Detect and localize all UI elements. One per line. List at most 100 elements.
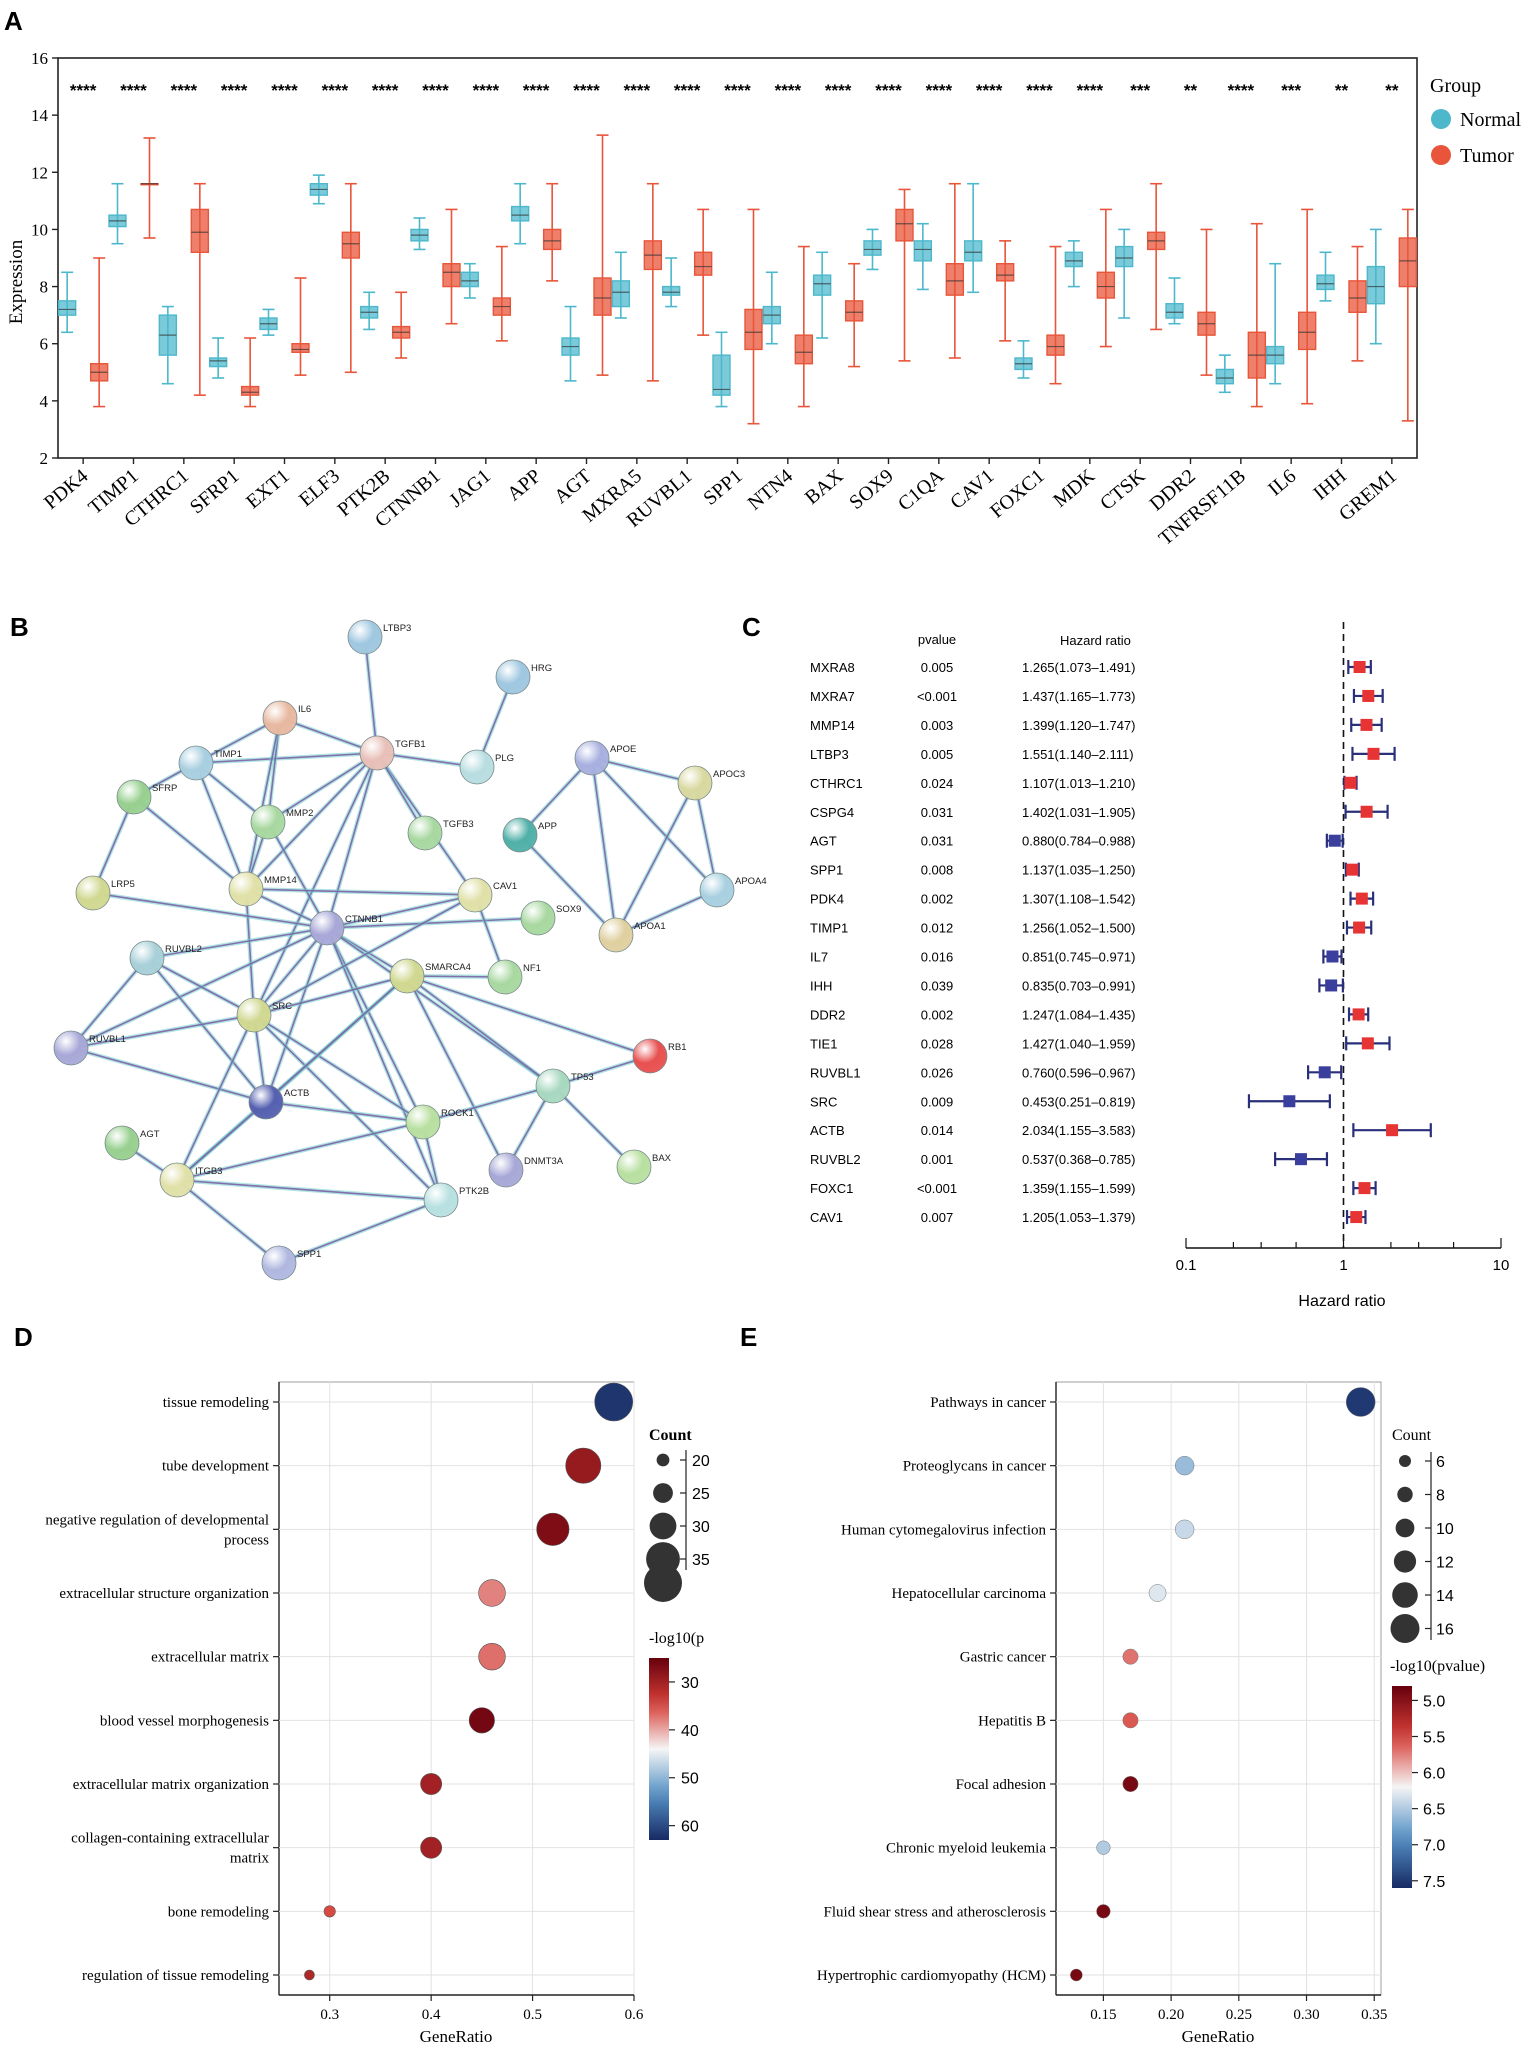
forest-pvalue-FOXC1: <0.001 <box>917 1181 957 1196</box>
forest-gene-TIE1: TIE1 <box>810 1036 837 1051</box>
ppi-edge-SRC-SMARCA4 <box>253 975 408 1016</box>
tumor-APP-box <box>542 228 562 251</box>
normal-TNFRSF11B-box <box>1215 368 1235 385</box>
kegg-x-tick-label: 0.15 <box>1090 2007 1116 2023</box>
boxplot-panel: Expression Group Normal Tumor 2 4 6 8 10 12 14… <box>6 49 1522 550</box>
go-dot-9 <box>304 1969 315 1981</box>
forest-hr-text-MXRA8: 1.265(1.073–1.491) <box>1022 660 1135 675</box>
forest-hr-text-MMP14: 1.399(1.120–1.747) <box>1022 718 1135 733</box>
forest-gene-CSPG4: CSPG4 <box>810 805 854 820</box>
ppi-node-MMP2 <box>250 804 286 840</box>
ppi-label-DNMT3A: DNMT3A <box>524 1156 564 1167</box>
x-label-FOXC1: FOXC1 <box>986 465 1049 523</box>
x-label-GREM1: GREM1 <box>1335 465 1401 525</box>
forest-gene-ACTB: ACTB <box>810 1123 845 1138</box>
tumor-CAV1-box <box>995 263 1015 282</box>
kegg-dot-1 <box>1174 1456 1195 1476</box>
x-label-CTSK: CTSK <box>1096 465 1150 515</box>
forest-hr-text-DDR2: 1.247(1.084–1.435) <box>1022 1007 1135 1022</box>
forest-pvalue-RUVBL2: 0.001 <box>921 1152 954 1167</box>
forest-gene-MXRA8: MXRA8 <box>810 660 855 675</box>
go-colorbar <box>649 1658 669 1840</box>
ppi-edge-IL6-MMP14 <box>245 717 281 890</box>
ppi-edge-SRC-ROCK1 <box>253 1014 424 1123</box>
ppi-label-LRP5: LRP5 <box>111 879 135 890</box>
tumor-ELF3-box <box>341 231 361 259</box>
ppi-edge-TIMP1-MMP14 <box>195 762 247 890</box>
ppi-node-SMARCA4 <box>389 958 425 994</box>
normal-MDK-box <box>1064 251 1084 268</box>
ppi-label-SFRP: SFRP <box>152 783 177 794</box>
forest-pvalue-LTBP3: 0.005 <box>921 747 954 762</box>
kegg-dot-7 <box>1096 1840 1111 1855</box>
tumor-FOXC1-box <box>1046 334 1065 356</box>
y-tick-label: 10 <box>31 220 48 239</box>
normal-APP-box <box>510 205 530 222</box>
significance-PDK4: **** <box>70 81 97 100</box>
x-label-SOX9: SOX9 <box>845 465 897 514</box>
forest-plot-panel: pvalue Hazard ratio Hazard ratio 0.1 1 10 M… <box>810 622 1509 1310</box>
significance-C1QA: **** <box>926 81 953 100</box>
forest-pvalue-MMP14: 0.003 <box>921 718 954 733</box>
forest-point-LTBP3 <box>1367 747 1380 760</box>
forest-point-AGT <box>1328 834 1341 847</box>
go-colorbar-label: 30 <box>681 1675 699 1692</box>
ppi-label-RUVBL2: RUVBL2 <box>165 944 202 955</box>
forest-gene-TIMP1: TIMP1 <box>810 921 848 936</box>
forest-hr-text-CTHRC1: 1.107(1.013–1.210) <box>1022 776 1135 791</box>
forest-pvalue-TIMP1: 0.012 <box>921 921 954 936</box>
kegg-dot-5 <box>1122 1712 1139 1729</box>
ppi-label-ROCK1: ROCK1 <box>441 1108 474 1119</box>
kegg-size-legend-dot <box>1397 1486 1413 1503</box>
ppi-label-LTBP3: LTBP3 <box>383 623 411 634</box>
go-colorbar-label: 50 <box>681 1771 699 1788</box>
boxplot-ylabel: Expression <box>6 239 27 324</box>
kegg-plot-area <box>1055 1381 1382 1996</box>
forest-hr-text-FOXC1: 1.359(1.155–1.599) <box>1022 1181 1135 1196</box>
tumor-AGT-box <box>593 277 612 316</box>
forest-point-CTHRC1 <box>1344 776 1357 789</box>
ppi-edge-APOC3-APOA4 <box>694 782 718 891</box>
kegg-size-legend-dot <box>1399 1455 1411 1467</box>
kegg-term-label: Chronic myeloid leukemia <box>886 1841 1046 1857</box>
forest-gene-IL7: IL7 <box>810 950 828 965</box>
significance-SOX9: **** <box>875 81 902 100</box>
forest-x-tick-label: 0.1 <box>1176 1257 1197 1274</box>
forest-pvalue-SRC: 0.009 <box>921 1094 954 1109</box>
go-term-label: extracellular structure organization <box>59 1586 269 1602</box>
go-colorbar-label: 40 <box>681 1723 699 1740</box>
kegg-size-legend-dot <box>1393 1550 1417 1573</box>
panel-label-e: E <box>740 1322 757 1352</box>
ppi-edge-SMARCA4-DNMT3A <box>406 975 507 1171</box>
go-term-label: blood vessel morphogenesis <box>100 1713 269 1729</box>
forest-gene-CAV1: CAV1 <box>810 1210 843 1225</box>
tumor-IHH-box <box>1348 280 1367 313</box>
go-term-label: process <box>224 1532 269 1548</box>
forest-hr-text-RUVBL2: 0.537(0.368–0.785) <box>1022 1152 1135 1167</box>
ppi-label-ITGB3: ITGB3 <box>195 1166 222 1177</box>
forest-gene-RUVBL2: RUVBL2 <box>810 1152 861 1167</box>
ppi-edge-RUVBL1-SRC <box>70 1014 255 1049</box>
significance-IL6: *** <box>1281 81 1301 100</box>
normal-PDK4-box <box>57 300 77 316</box>
ppi-label-IL6: IL6 <box>298 704 311 715</box>
ppi-node-TGFB1 <box>359 735 395 771</box>
normal-JAG1-box <box>460 271 480 288</box>
significance-DDR2: ** <box>1184 81 1198 100</box>
forest-pvalue-MXRA8: 0.005 <box>921 660 954 675</box>
normal-CAV1-box <box>963 240 983 262</box>
forest-hr-text-SPP1: 1.137(1.035–1.250) <box>1022 863 1135 878</box>
ppi-label-SOX9: SOX9 <box>556 904 581 915</box>
kegg-x-tick-label: 0.25 <box>1226 2007 1252 2023</box>
significance-GREM1: ** <box>1385 81 1399 100</box>
significance-CTNNB1: **** <box>422 81 449 100</box>
ppi-node-BAX <box>616 1149 652 1185</box>
ppi-label-MMP2: MMP2 <box>286 808 313 819</box>
kegg-dot-8 <box>1096 1904 1111 1919</box>
kegg-term-label: Human cytomegalovirus infection <box>841 1522 1046 1538</box>
forest-hr-text-RUVBL1: 0.760(0.596–0.967) <box>1022 1065 1135 1080</box>
ppi-label-MMP14: MMP14 <box>264 875 297 886</box>
ppi-label-CAV1: CAV1 <box>493 881 517 892</box>
ppi-edge-APP-APOA1 <box>519 834 617 936</box>
ppi-label-TP53: TP53 <box>571 1072 594 1083</box>
